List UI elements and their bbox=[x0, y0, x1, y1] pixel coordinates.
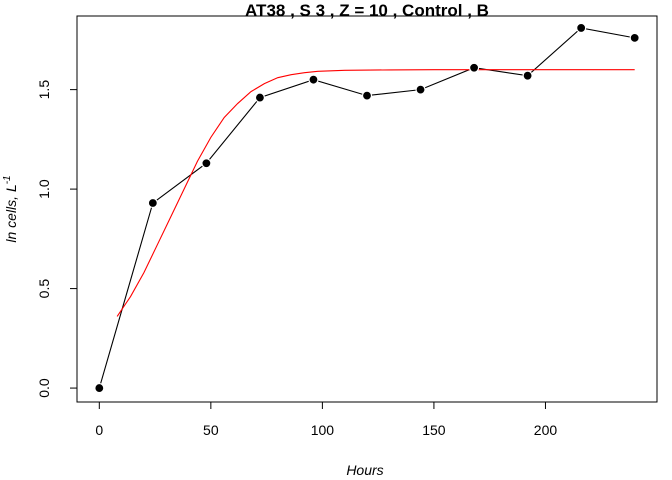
y-tick-label: 0.0 bbox=[36, 378, 52, 398]
data-point bbox=[576, 22, 587, 34]
data-point bbox=[415, 84, 426, 95]
chart-title: AT38 , S 3 , Z = 10 , Control , B bbox=[245, 1, 489, 20]
data-point bbox=[629, 32, 640, 43]
x-axis-label: Hours bbox=[346, 462, 383, 478]
y-tick-label: 1.0 bbox=[36, 179, 52, 199]
y-axis-label: ln cells, L-1 bbox=[2, 175, 19, 242]
y-axis: 0.0 0.5 1.0 1.5 bbox=[36, 80, 78, 398]
data-point bbox=[94, 382, 105, 394]
x-tick-label: 100 bbox=[311, 422, 335, 438]
data-point bbox=[308, 74, 319, 85]
data-point bbox=[254, 92, 266, 103]
observed-line bbox=[98, 27, 635, 389]
y-tick-label: 0.5 bbox=[36, 279, 52, 299]
data-point bbox=[147, 197, 158, 209]
y-axis-label-text: ln cells, L bbox=[3, 184, 19, 242]
x-tick-label: 50 bbox=[203, 422, 219, 438]
x-tick-label: 200 bbox=[534, 422, 558, 438]
data-point bbox=[201, 158, 212, 169]
data-point bbox=[468, 62, 480, 73]
plot-frame bbox=[76, 15, 658, 403]
x-tick-label: 150 bbox=[422, 422, 446, 438]
series-layer bbox=[94, 22, 640, 394]
data-point bbox=[361, 90, 373, 101]
x-axis: 0 50 100 150 200 bbox=[95, 401, 558, 438]
x-tick-label: 0 bbox=[95, 422, 103, 438]
data-point bbox=[522, 70, 533, 81]
y-axis-label-exponent: -1 bbox=[2, 175, 13, 184]
fitted-curve bbox=[116, 69, 635, 317]
y-tick-label: 1.5 bbox=[36, 80, 52, 100]
